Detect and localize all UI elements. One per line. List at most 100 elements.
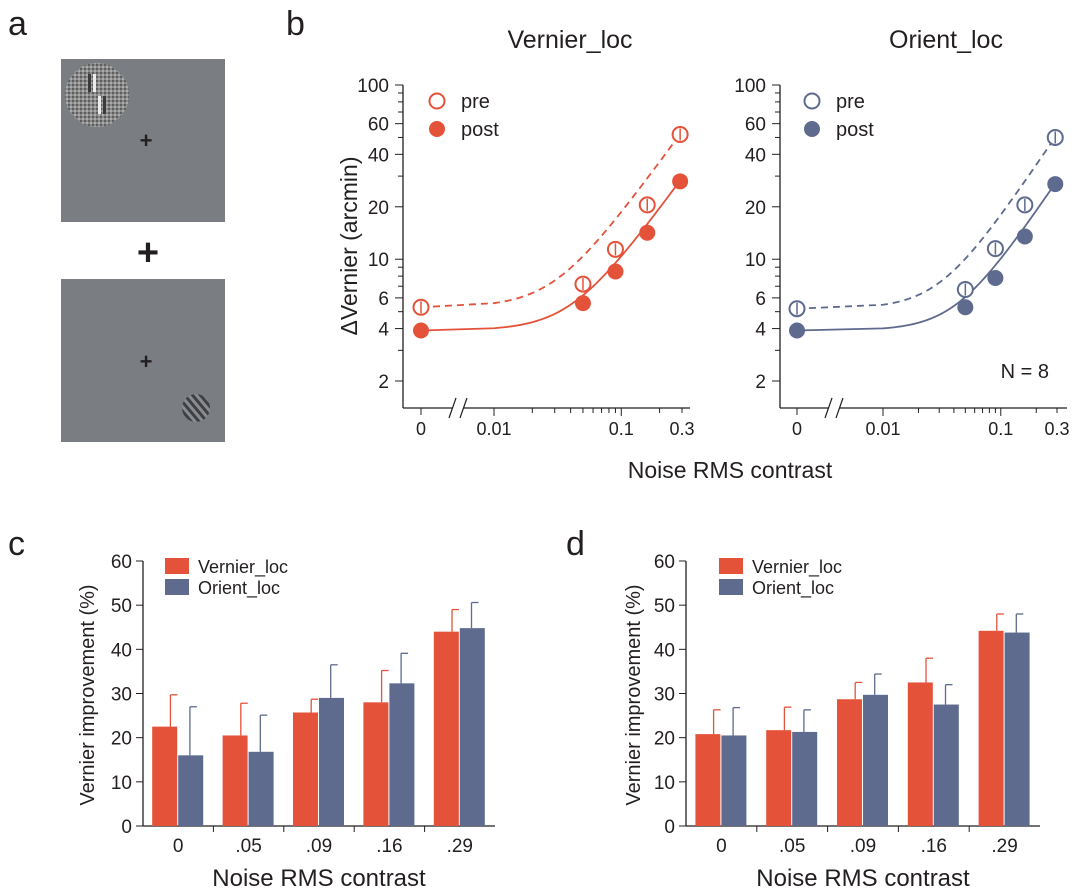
x-tick-label: 0	[416, 419, 426, 439]
x-tick-label: 0	[792, 419, 802, 439]
legend-label: Orient_loc	[752, 578, 834, 599]
x-tick-label: .09	[850, 836, 876, 857]
y-tick-label: 10	[111, 773, 132, 794]
fixation-cross-top: +	[140, 128, 153, 153]
x-tick-label: .09	[306, 836, 332, 857]
bar-vernier	[766, 730, 792, 826]
x-tick-label: 0	[716, 836, 727, 857]
axis-break-mark	[835, 397, 844, 419]
x-axis-label: Noise RMS contrast	[628, 457, 833, 483]
axis-break-mark	[448, 397, 457, 419]
bar-orient	[863, 694, 888, 826]
y-tick-label: 10	[745, 250, 766, 271]
legend-label-post: post	[836, 119, 874, 141]
legend-label: Vernier_loc	[198, 557, 288, 578]
n-annotation: N = 8	[1001, 361, 1049, 383]
x-tick-label: .29	[991, 836, 1017, 857]
bar-orient	[792, 731, 818, 826]
axis-break-mark	[459, 397, 468, 419]
fixation-cross-bottom: +	[140, 349, 153, 374]
legend-marker-pre	[803, 92, 821, 110]
legend-swatch	[719, 579, 743, 595]
x-tick-label: .05	[779, 836, 805, 857]
gabor-patch	[182, 394, 210, 422]
bar-vernier	[152, 726, 178, 826]
x-tick-label: 0.1	[609, 419, 634, 439]
bar-orient	[178, 755, 204, 826]
legend-label: Orient_loc	[198, 578, 280, 599]
legend-label: Vernier_loc	[752, 557, 842, 578]
y-tick-label: 60	[368, 115, 389, 136]
x-axis-label: Noise RMS contrast	[756, 865, 970, 890]
y-tick-label: 50	[654, 596, 675, 617]
y-tick-label: 60	[745, 115, 766, 136]
y-axis-label: Vernier improvement (%)	[77, 584, 99, 805]
data-point-post	[1016, 228, 1033, 245]
x-tick-label: 0.1	[988, 419, 1013, 439]
combine-plus: +	[137, 232, 159, 274]
y-tick-label: 2	[378, 372, 389, 393]
y-tick-label: 40	[368, 145, 389, 166]
fit-curve-post	[796, 183, 1056, 332]
legend-swatch	[719, 558, 743, 574]
y-tick-label: 4	[755, 320, 766, 341]
y-tick-label: 40	[111, 640, 132, 661]
bar-orient	[319, 697, 344, 826]
chart-title: Vernier_loc	[507, 26, 632, 54]
data-point-post	[574, 295, 591, 312]
bar-orient	[389, 683, 415, 826]
x-tick-label: 0	[173, 836, 184, 857]
y-tick-label: 20	[111, 729, 132, 750]
data-point-post	[987, 270, 1004, 287]
x-tick-label: .29	[447, 836, 473, 857]
y-tick-label: 0	[664, 817, 675, 838]
bar-vernier	[695, 734, 721, 826]
data-point-post	[789, 322, 805, 339]
bar-vernier	[293, 712, 318, 826]
y-tick-label: 100	[357, 76, 389, 97]
bar-orient	[721, 735, 747, 826]
y-tick-label: 6	[755, 289, 766, 310]
fit-curve-pre	[796, 136, 1056, 310]
x-tick-label: 0.01	[476, 419, 511, 439]
y-tick-label: 30	[111, 685, 132, 706]
vernier-target	[88, 74, 106, 114]
data-point-post	[957, 299, 974, 316]
y-axis-label: ΔVernier (arcmin)	[336, 157, 362, 336]
legend-swatch	[165, 579, 189, 595]
fit-curve-pre	[420, 133, 681, 309]
y-tick-label: 0	[121, 817, 132, 838]
y-tick-label: 50	[111, 596, 132, 617]
noise-patch	[65, 63, 129, 127]
y-tick-label: 20	[745, 198, 766, 219]
bar-orient	[933, 704, 959, 826]
legend-marker-post	[804, 121, 820, 137]
y-tick-label: 100	[734, 76, 766, 97]
bar-orient	[459, 628, 485, 826]
data-point-post	[413, 322, 429, 339]
x-tick-label: .16	[921, 836, 947, 857]
legend-marker-post	[429, 121, 445, 137]
bar-vernier	[837, 699, 862, 826]
chart-title: Orient_loc	[889, 26, 1003, 54]
y-tick-label: 2	[755, 372, 766, 393]
legend-marker-pre	[428, 92, 446, 110]
legend-label-post: post	[461, 119, 499, 141]
y-tick-label: 6	[378, 289, 389, 310]
x-tick-label: .05	[235, 836, 261, 857]
stimulus-panel: + + +	[61, 59, 225, 442]
data-point-post	[639, 224, 656, 241]
panel-label-c: c	[8, 525, 25, 563]
axis-break-mark	[824, 397, 833, 419]
legend-label-pre: pre	[836, 91, 865, 113]
fit-curve-post	[420, 180, 681, 332]
bar-orient	[248, 751, 274, 826]
legend-label-pre: pre	[461, 91, 490, 113]
y-axis-label: Vernier improvement (%)	[623, 584, 645, 805]
y-tick-label: 20	[368, 198, 389, 219]
data-point-post	[672, 173, 689, 190]
y-tick-label: 4	[378, 320, 389, 341]
